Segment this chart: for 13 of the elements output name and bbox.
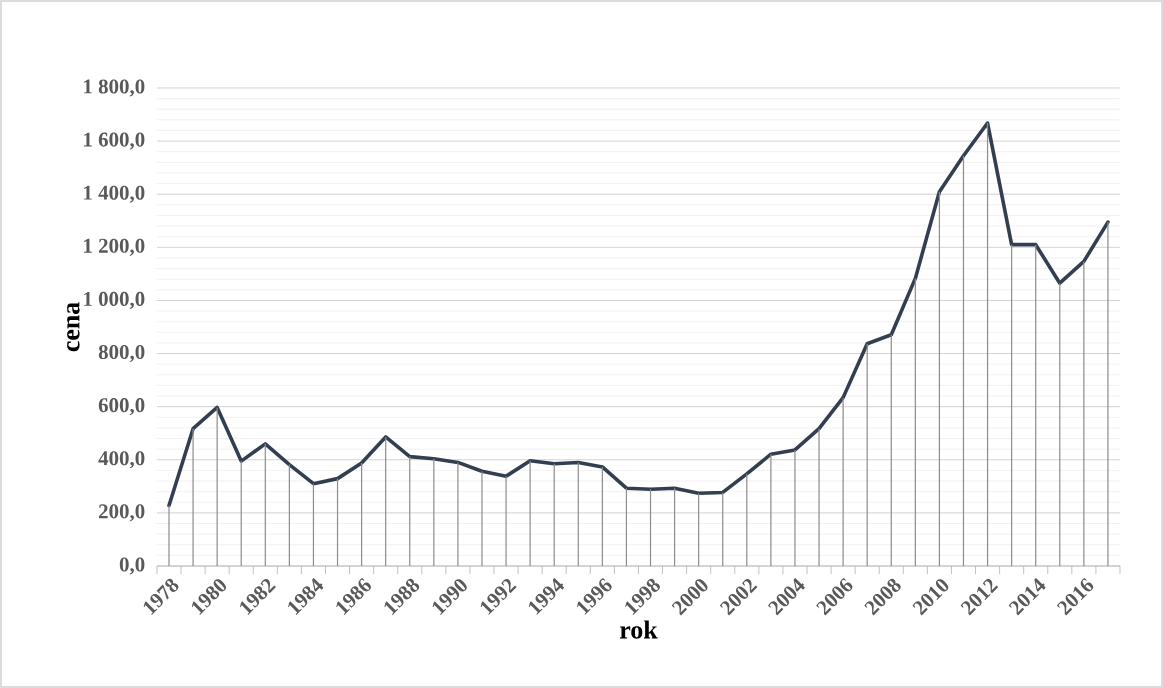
y-axis-title: cena	[67, 302, 80, 352]
y-tick-label: 1 400,0	[84, 185, 145, 203]
y-tick-label: 1 000,0	[84, 291, 145, 310]
y-tick-label: 800,0	[98, 344, 145, 363]
y-tick-label: 0,0	[119, 557, 145, 575]
y-tick-label: 400,0	[98, 451, 145, 469]
x-axis-title: rok	[619, 620, 658, 639]
y-tick-label: 200,0	[98, 504, 145, 522]
line-series	[167, 121, 1110, 508]
y-tick-label: 1 200,0	[84, 238, 145, 256]
y-tick-label: 600,0	[98, 398, 145, 416]
y-tick-label: 1 800,0	[84, 79, 145, 97]
y-tick-label: 1 600,0	[84, 132, 145, 150]
